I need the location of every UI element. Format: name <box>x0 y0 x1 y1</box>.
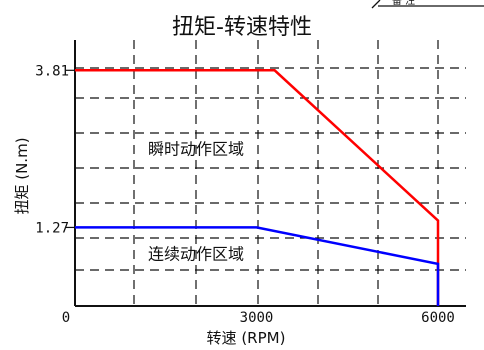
x-axis-label: 转速 (RPM) <box>207 329 286 347</box>
y-tick-labels: 1.27 3.81 <box>35 63 75 236</box>
y-tick-label: 1.27 <box>35 220 69 236</box>
y-tick-label: 3.81 <box>35 63 69 79</box>
x-tick-labels: 0 3000 6000 <box>62 310 455 326</box>
x-tick-label: 0 <box>62 310 70 326</box>
corner-box: 备 注 <box>371 0 484 9</box>
region-label: 连续动作区域 <box>148 244 244 263</box>
x-tick-label: 6000 <box>421 310 455 326</box>
chart-title: 扭矩-转速特性 <box>172 15 312 40</box>
series-line-1 <box>75 69 440 306</box>
corner-label: 备 注 <box>392 0 415 7</box>
grid <box>75 40 466 306</box>
series-group <box>75 69 440 306</box>
y-axis-label: 扭矩 (N.m) <box>13 137 31 214</box>
x-tick-label: 3000 <box>240 310 274 326</box>
region-label: 瞬时动作区域 <box>148 139 244 158</box>
axes <box>74 40 466 307</box>
series-line-2 <box>75 226 440 306</box>
